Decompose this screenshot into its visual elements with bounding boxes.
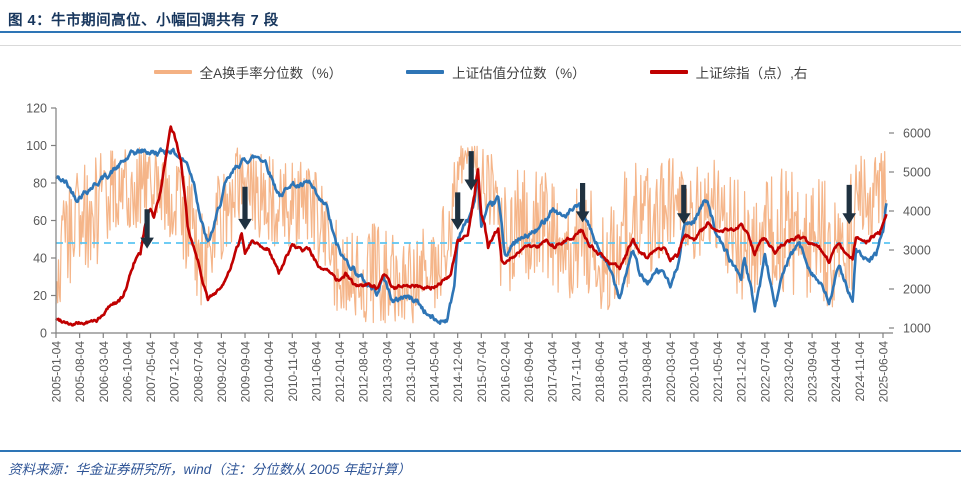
svg-text:2018-06-04: 2018-06-04 (593, 341, 607, 403)
svg-text:6000: 6000 (903, 127, 931, 141)
legend-item-turnover: 全A换手率分位数（%） (153, 62, 343, 82)
chart-legend: 全A换手率分位数（%） 上证估值分位数（%） 上证综指（点）,右 (0, 62, 961, 82)
svg-text:2024-04-04: 2024-04-04 (829, 341, 843, 403)
svg-text:2013-10-04: 2013-10-04 (404, 341, 418, 403)
svg-text:2016-02-04: 2016-02-04 (498, 341, 512, 403)
svg-text:2021-05-04: 2021-05-04 (711, 341, 725, 403)
svg-text:100: 100 (26, 139, 47, 153)
legend-label: 全A换手率分位数（%） (199, 66, 343, 81)
svg-text:2012-01-04: 2012-01-04 (333, 341, 347, 403)
svg-text:2015-07-04: 2015-07-04 (475, 341, 489, 403)
svg-text:3000: 3000 (903, 244, 931, 258)
svg-text:2014-12-04: 2014-12-04 (451, 341, 465, 403)
figure-title: 图 4：牛市期间高位、小幅回调共有 7 段 (8, 13, 279, 29)
svg-text:2025-06-04: 2025-06-04 (877, 341, 891, 403)
svg-text:2019-01-04: 2019-01-04 (617, 341, 631, 403)
legend-label: 上证综指（点）,右 (695, 66, 808, 81)
svg-text:2010-11-04: 2010-11-04 (286, 341, 300, 402)
svg-text:2021-12-04: 2021-12-04 (735, 341, 749, 403)
svg-text:2005-08-04: 2005-08-04 (73, 341, 87, 403)
svg-text:0: 0 (40, 327, 47, 341)
svg-text:2010-04-04: 2010-04-04 (262, 341, 276, 403)
legend-item-index: 上证综指（点）,右 (649, 62, 808, 82)
svg-text:40: 40 (33, 252, 47, 266)
svg-text:2020-03-04: 2020-03-04 (664, 341, 678, 403)
svg-text:2022-07-04: 2022-07-04 (758, 341, 772, 403)
svg-text:2024-11-04: 2024-11-04 (853, 341, 867, 402)
svg-text:4000: 4000 (903, 205, 931, 219)
svg-text:60: 60 (33, 214, 47, 228)
source-note: 资料来源：华金证券研究所，wind（注：分位数从 2005 年起计算） (8, 462, 411, 477)
svg-text:80: 80 (33, 177, 47, 191)
svg-text:2009-02-04: 2009-02-04 (215, 341, 229, 403)
title-rule-secondary (0, 45, 961, 46)
svg-text:2000: 2000 (903, 283, 931, 297)
footer-rule (0, 450, 961, 452)
svg-text:2008-07-04: 2008-07-04 (191, 341, 205, 403)
svg-text:2012-08-04: 2012-08-04 (357, 341, 371, 403)
svg-text:5000: 5000 (903, 166, 931, 180)
svg-text:2006-10-04: 2006-10-04 (120, 341, 134, 403)
legend-item-valuation: 上证估值分位数（%） (406, 62, 586, 82)
chart-canvas: 0 20 40 60 80 100 120 1000 2000 3000 4000 5000 6000 2… (26, 102, 931, 403)
svg-text:2017-11-04: 2017-11-04 (569, 341, 583, 402)
svg-text:2007-05-04: 2007-05-04 (144, 341, 158, 403)
svg-text:20: 20 (33, 289, 47, 303)
svg-text:2013-03-04: 2013-03-04 (380, 341, 394, 403)
chart-area: 0 20 40 60 80 100 120 1000 2000 3000 4000 5000 6000 2… (0, 55, 961, 447)
svg-text:2007-12-04: 2007-12-04 (168, 341, 182, 403)
svg-text:2014-05-04: 2014-05-04 (428, 341, 442, 403)
valuation-line-swatch (406, 70, 445, 74)
title-rule (0, 31, 961, 33)
index-line-swatch (649, 70, 688, 74)
svg-text:2009-09-04: 2009-09-04 (239, 341, 253, 403)
svg-text:120: 120 (26, 102, 47, 116)
svg-text:2023-09-04: 2023-09-04 (806, 341, 820, 403)
legend-label: 上证估值分位数（%） (452, 66, 586, 81)
svg-text:2005-01-04: 2005-01-04 (50, 341, 64, 403)
svg-text:2019-08-04: 2019-08-04 (640, 341, 654, 403)
svg-text:2006-03-04: 2006-03-04 (97, 341, 111, 403)
svg-text:2017-04-04: 2017-04-04 (546, 341, 560, 403)
svg-text:1000: 1000 (903, 322, 931, 336)
turnover-line-swatch (153, 70, 192, 74)
svg-text:2023-02-04: 2023-02-04 (782, 341, 796, 403)
svg-text:2016-09-04: 2016-09-04 (522, 341, 536, 403)
svg-text:2020-10-04: 2020-10-04 (687, 341, 701, 403)
svg-text:2011-06-04: 2011-06-04 (309, 341, 323, 402)
